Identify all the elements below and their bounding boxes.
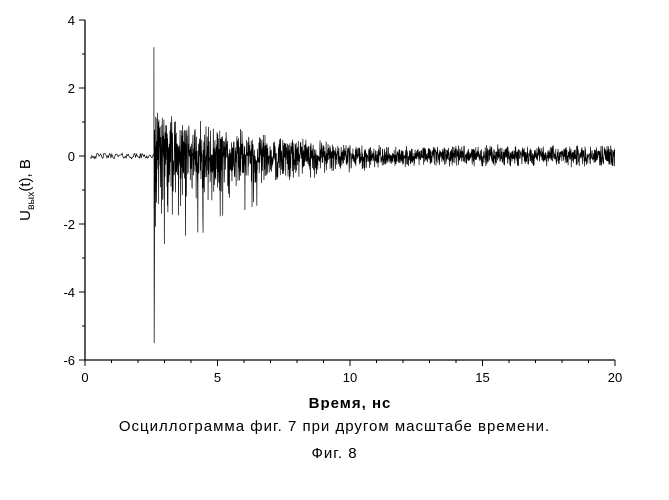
svg-text:10: 10 xyxy=(343,370,357,385)
svg-text:2: 2 xyxy=(68,81,75,96)
svg-text:Время, нс: Время, нс xyxy=(309,395,392,410)
svg-text:4: 4 xyxy=(68,13,75,28)
svg-text:20: 20 xyxy=(608,370,622,385)
svg-text:-4: -4 xyxy=(63,285,75,300)
svg-text:5: 5 xyxy=(214,370,221,385)
oscillogram-chart: 0 5 10 15 20 -6 -4 -2 0 2 4 Время, нс Uвых(t), В xyxy=(0,0,669,410)
figure-caption: Осциллограмма фиг. 7 при другом масштабе… xyxy=(0,418,669,435)
svg-text:Uвых(t), В: Uвых(t), В xyxy=(17,159,37,221)
svg-text:0: 0 xyxy=(68,149,75,164)
figure-number: Фиг. 8 xyxy=(0,445,669,462)
svg-text:-2: -2 xyxy=(63,217,75,232)
svg-text:0: 0 xyxy=(81,370,88,385)
svg-text:15: 15 xyxy=(475,370,489,385)
svg-text:-6: -6 xyxy=(63,353,75,368)
